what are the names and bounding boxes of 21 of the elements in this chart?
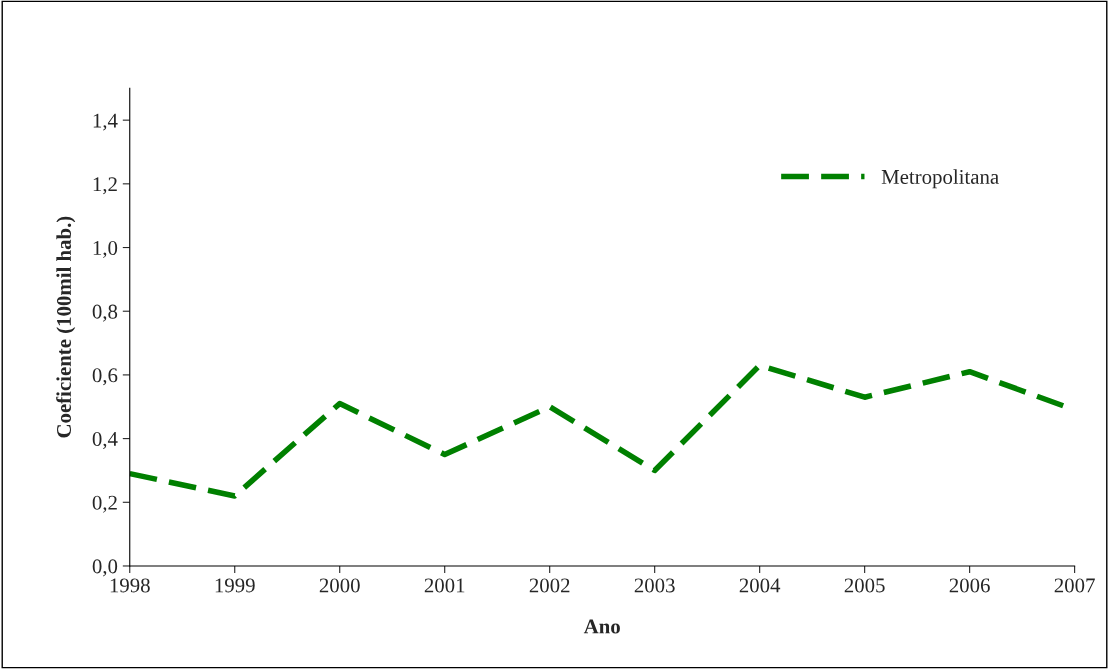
y-tick-label: 0,0	[92, 559, 118, 577]
y-tick-label: 0,2	[92, 495, 117, 513]
y-tick-label: 0,6	[92, 368, 118, 386]
x-tick-label: 2006	[949, 578, 990, 593]
x-tick-label: 2000	[319, 578, 360, 593]
y-tick-label: 0,4	[92, 431, 118, 450]
x-tick-label: 1998	[110, 578, 150, 593]
x-tick-label: 2004	[739, 578, 781, 593]
y-tick-label: 1,4	[93, 113, 118, 131]
x-tick-label: 2001	[424, 578, 465, 593]
x-axis-title: Ano	[583, 619, 620, 634]
x-tick-label: 2005	[844, 578, 885, 593]
y-axis-title: Coeficiente (100mil hab.)	[56, 216, 76, 438]
x-tick-label: 1999	[215, 578, 255, 593]
legend-label: Metropolitana	[881, 169, 999, 189]
y-tick-label: 0,8	[92, 304, 118, 322]
y-tick-label: 1,2	[93, 177, 117, 195]
y-tick-label: 1,0	[93, 240, 118, 258]
x-tick-label: 2007	[1054, 578, 1095, 593]
x-tick-label: 2002	[529, 578, 570, 593]
x-tick-label: 2003	[634, 578, 675, 593]
